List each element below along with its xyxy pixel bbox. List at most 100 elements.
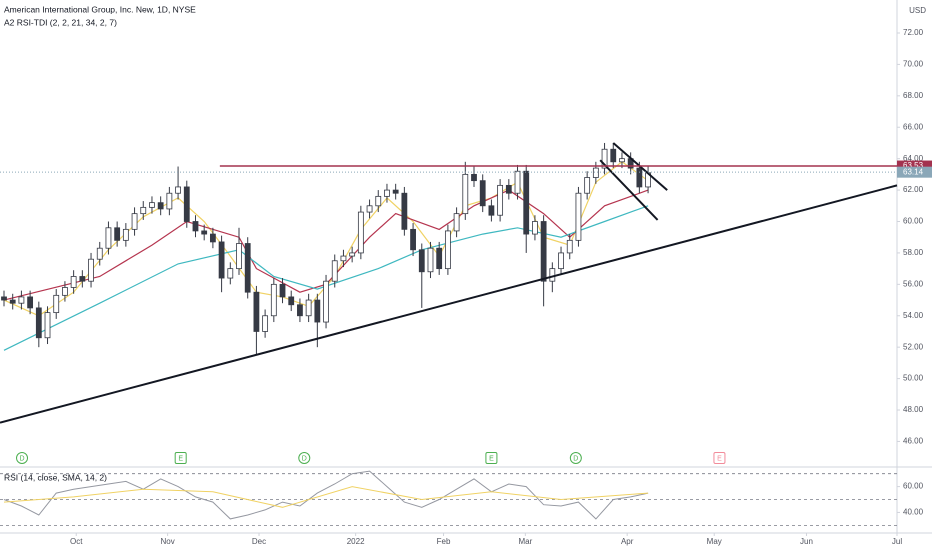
candle-body	[453, 213, 460, 232]
candle-body	[558, 252, 564, 270]
y-tick-label: 64.00	[903, 154, 924, 163]
price-label-box	[897, 166, 932, 178]
candle-body	[444, 230, 451, 270]
x-tick-label: Nov	[161, 537, 175, 546]
candle-body	[479, 180, 486, 207]
x-tick-label: Oct	[70, 537, 83, 546]
event-marker	[713, 452, 726, 464]
candle-body	[227, 268, 234, 279]
y-tick-label: 66.00	[903, 122, 924, 131]
event-label: D	[573, 455, 578, 462]
candle-body	[349, 252, 356, 257]
candle-body	[105, 227, 112, 249]
y-tick-label: 54.00	[903, 311, 924, 320]
x-tick-label: May	[707, 537, 722, 546]
candle-body	[88, 258, 94, 282]
candle-body	[305, 299, 312, 317]
candle-body	[218, 241, 225, 279]
candle-body	[532, 221, 538, 235]
moving-average	[3, 205, 649, 351]
candle-body	[410, 228, 416, 251]
price-label: 63.53	[903, 161, 924, 170]
candle-body	[323, 280, 329, 323]
event-marker	[485, 452, 498, 464]
candle-body	[297, 304, 303, 317]
price-label: 63.14	[903, 167, 924, 176]
rsi-line	[3, 470, 649, 520]
candle-body	[140, 206, 147, 215]
candle-body	[366, 205, 373, 213]
candle-body	[610, 148, 617, 163]
candle-body	[279, 283, 286, 298]
candle-body	[114, 227, 121, 241]
x-tick-label: Feb	[437, 537, 451, 546]
y-tick-label: 62.00	[903, 185, 924, 194]
candle-body	[201, 230, 208, 235]
candle-body	[183, 186, 190, 222]
candle-body	[592, 167, 599, 178]
event-marker	[174, 452, 187, 464]
candle-body	[262, 315, 269, 332]
x-tick-label: Jul	[892, 537, 902, 546]
candle-body	[149, 202, 155, 208]
candle-body	[540, 221, 547, 282]
moving-average	[3, 161, 649, 317]
event-marker	[298, 452, 311, 464]
event-marker	[569, 452, 582, 464]
candle-body	[122, 228, 129, 241]
x-tick-label: Mar	[518, 537, 532, 546]
rsi-tick-label: 60.00	[903, 482, 924, 491]
candle-body	[471, 173, 477, 182]
event-label: E	[717, 455, 722, 462]
rsi-line	[3, 486, 649, 508]
candle-body	[166, 192, 173, 210]
currency: USD	[909, 6, 926, 15]
event-label: E	[489, 455, 494, 462]
candle-body	[157, 202, 164, 210]
candle-body	[619, 158, 625, 163]
candle-body	[244, 243, 251, 293]
candle-body	[436, 247, 443, 270]
candle-body	[497, 184, 504, 216]
candle-body	[96, 247, 103, 260]
candle-body	[331, 260, 338, 282]
candle-body	[53, 294, 60, 314]
candle-body	[392, 189, 399, 194]
candle-body	[384, 189, 390, 197]
candle-body	[314, 299, 321, 323]
x-tick-label: Jun	[800, 537, 813, 546]
candle-body	[549, 268, 556, 282]
rsi-tick-label: 40.00	[903, 508, 924, 517]
x-tick-label: 2022	[347, 537, 365, 546]
candle-body	[505, 184, 512, 194]
y-tick-label: 60.00	[903, 217, 924, 226]
candle-body	[584, 177, 591, 194]
moving-average	[3, 189, 649, 301]
candle-body	[270, 283, 277, 317]
y-tick-label: 48.00	[903, 405, 924, 414]
candle-body	[70, 276, 77, 288]
rsi-label: RSI (14, close, SMA, 14, 2)	[4, 472, 107, 482]
y-tick-label: 56.00	[903, 279, 924, 288]
candle-body	[18, 296, 25, 304]
candle-body	[62, 287, 68, 296]
candle-body	[288, 296, 295, 306]
candle-body	[79, 276, 86, 282]
candle-body	[636, 167, 643, 188]
x-tick-label: Dec	[252, 537, 266, 546]
trend-line	[0, 184, 898, 424]
candle-body	[44, 312, 51, 339]
candle-body	[192, 221, 199, 232]
candle-body	[401, 192, 408, 230]
candle-body	[1, 296, 7, 301]
candle-body	[209, 233, 216, 243]
candle-body	[357, 211, 364, 254]
y-tick-label: 68.00	[903, 91, 924, 100]
y-tick-label: 52.00	[903, 342, 924, 351]
event-label: D	[302, 455, 307, 462]
x-tick-label: Apr	[621, 537, 634, 546]
candle-body	[9, 299, 16, 304]
candle-body	[131, 213, 138, 230]
candle-body	[253, 291, 260, 332]
